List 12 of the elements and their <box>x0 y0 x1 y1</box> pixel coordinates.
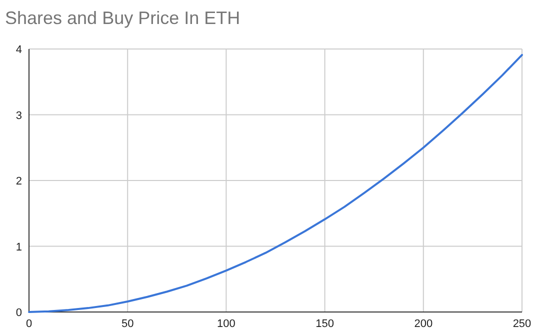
x-tick-label: 100 <box>217 318 236 330</box>
y-tick-label: 0 <box>16 307 22 319</box>
x-tick-label: 150 <box>316 318 334 330</box>
x-tick-label: 200 <box>414 318 433 330</box>
y-tick-label: 2 <box>16 176 22 188</box>
y-tick-label: 4 <box>16 44 22 56</box>
chart-title: Shares and Buy Price In ETH <box>5 8 240 28</box>
y-tick-label: 3 <box>16 110 22 122</box>
x-tick-label: 250 <box>512 318 532 330</box>
y-tick-label: 1 <box>16 241 22 254</box>
x-tick-label: 50 <box>121 318 134 330</box>
x-tick-label: 0 <box>26 318 32 330</box>
